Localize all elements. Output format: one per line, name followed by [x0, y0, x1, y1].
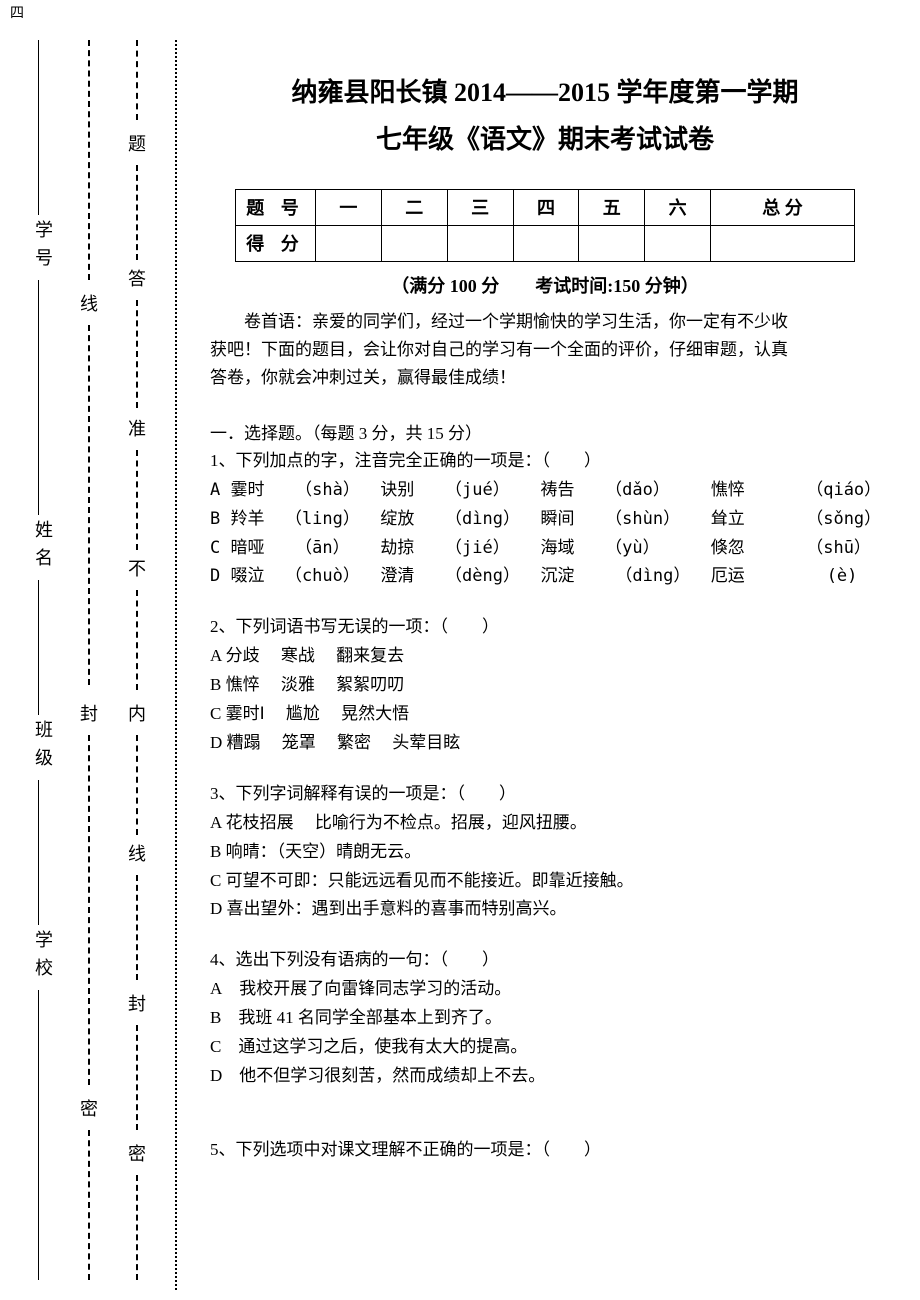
warn-char: 密: [128, 1140, 146, 1166]
q4-option: A 我校开展了向雷锋同志学习的活动。: [210, 975, 880, 1004]
seal-mi-char: 密: [80, 1095, 98, 1121]
label-class: 班级: [30, 720, 56, 776]
q1-option: C 暗哑 （ān） 劫掠 （jié） 海域 （yù） 倏忽 （shū）: [210, 534, 880, 563]
col-header: 一: [316, 189, 382, 225]
warn-char: 封: [128, 990, 146, 1016]
score-cell: [579, 225, 645, 261]
warn-char: 答: [128, 265, 146, 291]
exam-title-line1: 纳雍县阳长镇 2014——2015 学年度第一学期: [210, 70, 880, 117]
preface-line: 答卷，你就会冲刺过关，赢得最佳成绩！: [210, 364, 880, 392]
q3-stem: 3、下列字词解释有误的一项是：（ ）: [210, 780, 880, 809]
q4-stem: 4、选出下列没有语病的一句：（ ）: [210, 946, 880, 975]
col-header: 四: [513, 189, 579, 225]
seal-line-char: 线: [80, 290, 98, 316]
exam-info: （满分 100 分 考试时间:150 分钟）: [210, 272, 880, 298]
score-cell: [447, 225, 513, 261]
score-cell: [316, 225, 382, 261]
q1-option: A 霎时 （shà） 诀别 （jué） 祷告 （dǎo） 憔悴 （qiáo）: [210, 476, 880, 505]
q2-stem: 2、下列词语书写无误的一项：（ ）: [210, 613, 880, 642]
page-number: 四: [5, 5, 25, 19]
col-header: 总 分: [711, 189, 855, 225]
q2-option: D 糟蹋 笼罩 繁密 头荤目眩: [210, 729, 880, 758]
warn-char: 不: [128, 555, 146, 581]
score-cell: [381, 225, 447, 261]
preface-line: 获吧！下面的题目，会让你对自己的学习有一个全面的评价，仔细审题，认真: [210, 336, 880, 364]
q2-option: A 分歧 寒战 翻来复去: [210, 642, 880, 671]
binding-area: 学号 姓名 班级 学校 线 封 密 题 答 准 不 内 线 封 密: [30, 20, 180, 1280]
row-header: 题 号: [236, 189, 316, 225]
table-row: 题 号 一 二 三 四 五 六 总 分: [236, 189, 855, 225]
q3-option: A 花枝招展 比喻行为不检点。招展，迎风扭腰。: [210, 809, 880, 838]
warn-char: 内: [128, 700, 146, 726]
score-cell: [513, 225, 579, 261]
q5-stem: 5、下列选项中对课文理解不正确的一项是：（ ）: [210, 1136, 880, 1165]
label-name: 姓名: [30, 520, 56, 576]
q3-option: C 可望不可即：只能远远看见而不能接近。即靠近接触。: [210, 867, 880, 896]
q1-option: D 啜泣 （chuò） 澄清 （dèng） 沉淀 （dìng） 厄运 (è): [210, 562, 880, 591]
q3-option: D 喜出望外：遇到出手意料的喜事而特别高兴。: [210, 895, 880, 924]
q2-option: C 霎时Ⅰ 尴尬 晃然大悟: [210, 700, 880, 729]
warn-char: 题: [128, 130, 146, 156]
q2-option: B 憔悴 淡雅 絮絮叨叨: [210, 671, 880, 700]
warn-char: 准: [128, 415, 146, 441]
label-student-id: 学号: [30, 220, 56, 276]
col-header: 五: [579, 189, 645, 225]
col-header: 六: [645, 189, 711, 225]
seal-feng-char: 封: [80, 700, 98, 726]
score-table: 题 号 一 二 三 四 五 六 总 分 得 分: [235, 189, 855, 262]
table-row: 得 分: [236, 225, 855, 261]
q1-stem: 1、下列加点的字，注音完全正确的一项是：（ ）: [210, 447, 880, 476]
q4-option: B 我班 41 名同学全部基本上到齐了。: [210, 1004, 880, 1033]
row-header: 得 分: [236, 225, 316, 261]
warn-char: 线: [128, 840, 146, 866]
section-title: 一．选择题。（每题 3 分，共 15 分）: [210, 420, 880, 447]
main-content: 纳雍县阳长镇 2014——2015 学年度第一学期 七年级《语文》期末考试试卷 …: [210, 70, 880, 1165]
score-cell: [711, 225, 855, 261]
q4-option: D 他不但学习很刻苦，然而成绩却上不去。: [210, 1062, 880, 1091]
col-header: 三: [447, 189, 513, 225]
label-school: 学校: [30, 930, 56, 986]
preface-line: 卷首语：亲爱的同学们，经过一个学期愉快的学习生活，你一定有不少收: [210, 308, 880, 336]
score-cell: [645, 225, 711, 261]
q3-option: B 响晴：（天空）晴朗无云。: [210, 838, 880, 867]
exam-title-line2: 七年级《语文》期末考试试卷: [210, 117, 880, 164]
col-header: 二: [381, 189, 447, 225]
q4-option: C 通过这学习之后，使我有太大的提高。: [210, 1033, 880, 1062]
q1-option: B 羚羊 （ling） 绽放 （dìng） 瞬间 （shùn） 耸立 （sǒng…: [210, 505, 880, 534]
